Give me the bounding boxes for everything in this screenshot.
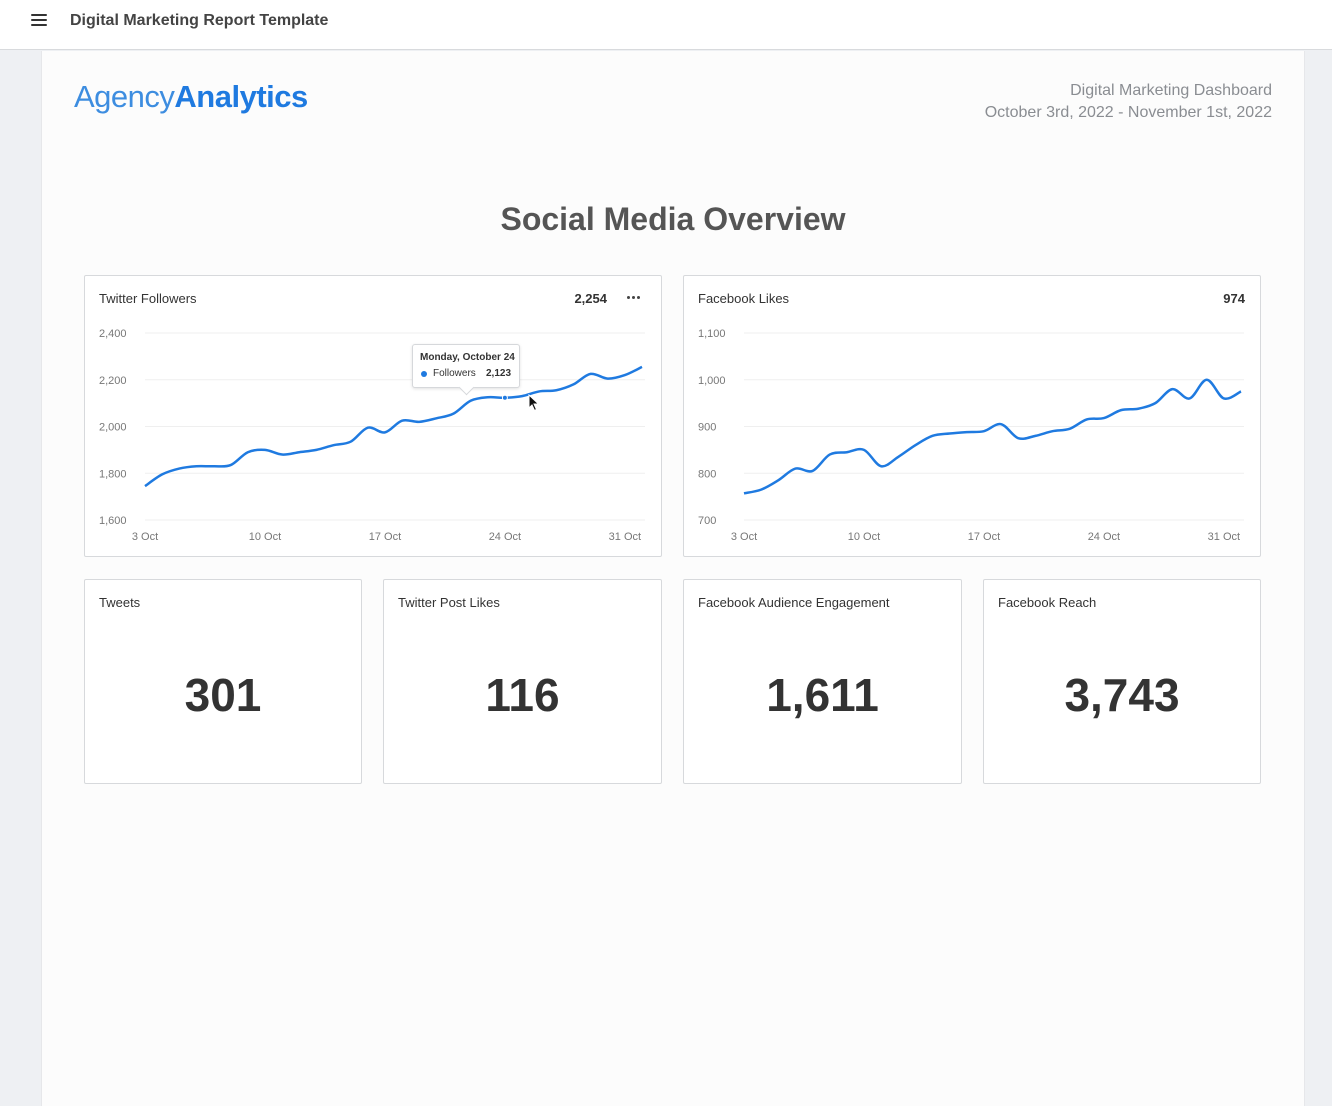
tooltip-series-name: Followers <box>433 368 476 379</box>
x-tick-label: 10 Oct <box>848 531 880 543</box>
y-tick-label: 1,800 <box>99 468 127 480</box>
tooltip-value: 2,123 <box>486 368 512 379</box>
series-line <box>144 365 643 488</box>
top-bar: Digital Marketing Report Template <box>0 0 1332 50</box>
stat-value: 1,611 <box>766 669 879 721</box>
series-line <box>743 378 1242 495</box>
hamburger-menu-icon[interactable] <box>31 13 47 27</box>
y-tick-label: 2,200 <box>99 375 127 387</box>
x-tick-label: 31 Oct <box>1208 531 1240 543</box>
y-tick-label: 700 <box>698 515 716 527</box>
chart-tooltip: Monday, October 24 Followers 2,123 <box>412 344 520 396</box>
section-title: Social Media Overview <box>500 201 846 237</box>
date-range: October 3rd, 2022 - November 1st, 2022 <box>984 104 1272 121</box>
report-page: AgencyAnalytics Digital Marketing Dashbo… <box>41 51 1305 1106</box>
x-tick-label: 17 Oct <box>369 531 401 543</box>
y-tick-label: 1,600 <box>99 515 127 527</box>
facebook-audience-engagement-card: Facebook Audience Engagement 1,611 <box>683 579 962 784</box>
card-title: Facebook Audience Engagement <box>698 595 890 610</box>
y-tick-label: 900 <box>698 422 716 434</box>
x-tick-label: 10 Oct <box>249 531 281 543</box>
facebook-likes-total: 974 <box>1223 291 1245 306</box>
hover-point <box>501 394 508 401</box>
page-title: Digital Marketing Report Template <box>70 12 329 29</box>
card-title: Twitter Followers <box>99 291 197 306</box>
mouse-pointer-icon <box>528 394 540 412</box>
report-header-info: Digital Marketing Dashboard October 3rd,… <box>985 80 1272 124</box>
card-title: Facebook Likes <box>698 291 790 306</box>
y-tick-label: 800 <box>698 468 716 480</box>
more-options-icon[interactable] <box>627 296 641 300</box>
tooltip-date: Monday, October 24 <box>420 352 515 363</box>
facebook-likes-card: Facebook Likes 974 1,100 1,000 900 800 700 3 … <box>683 275 1261 557</box>
card-title: Tweets <box>99 595 141 610</box>
facebook-reach-card: Facebook Reach 3,743 <box>983 579 1261 784</box>
dashboard-name: Digital Marketing Dashboard <box>1070 82 1272 99</box>
facebook-likes-chart[interactable]: 1,100 1,000 900 800 700 3 Oct 10 Oct 17 Oct 24 O… <box>684 276 1260 556</box>
x-tick-label: 17 Oct <box>968 531 1000 543</box>
y-tick-label: 2,400 <box>99 328 127 340</box>
stat-value: 301 <box>184 669 262 721</box>
card-title: Twitter Post Likes <box>398 595 500 610</box>
x-tick-label: 31 Oct <box>609 531 641 543</box>
y-tick-label: 1,000 <box>698 375 726 387</box>
x-tick-label: 24 Oct <box>1088 531 1120 543</box>
twitter-followers-total: 2,254 <box>574 291 607 306</box>
twitter-followers-card: Twitter Followers 2,254 2,400 2,200 2,000 1… <box>84 275 662 557</box>
agency-analytics-logo: AgencyAnalytics <box>74 79 308 114</box>
twitter-post-likes-card: Twitter Post Likes 116 <box>383 579 662 784</box>
series-dot-icon <box>421 371 427 377</box>
y-tick-label: 2,000 <box>99 422 127 434</box>
x-tick-label: 3 Oct <box>132 531 158 543</box>
stat-value: 116 <box>485 669 560 721</box>
x-tick-label: 24 Oct <box>489 531 521 543</box>
card-title: Facebook Reach <box>998 595 1097 610</box>
y-tick-label: 1,100 <box>698 328 726 340</box>
stat-value: 3,743 <box>1064 669 1180 721</box>
tweets-card: Tweets 301 <box>84 579 362 784</box>
twitter-followers-chart[interactable]: 2,400 2,200 2,000 1,800 1,600 3 Oct 10 Oct 17 O… <box>85 276 661 556</box>
x-tick-label: 3 Oct <box>731 531 757 543</box>
